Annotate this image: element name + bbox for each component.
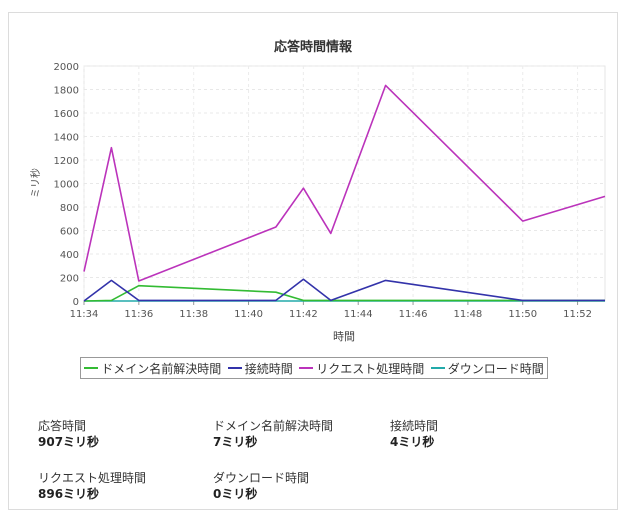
- stat-download-time: ダウンロード時間 0ミリ秒: [213, 470, 309, 502]
- response-time-panel: [8, 12, 618, 510]
- y-tick-label: 400: [60, 250, 79, 261]
- series-line-0: [83, 284, 605, 302]
- legend-label-download: ダウンロード時間: [447, 361, 544, 376]
- x-tick-label: 11:52: [563, 309, 592, 320]
- legend-swatch-connect: [227, 367, 242, 369]
- chart-legend: ドメイン名前解決時間 接続時間 リクエスト処理時間 ダウンロード時間: [80, 357, 548, 379]
- series-line-2: [83, 84, 606, 282]
- chart-title: 応答時間情報: [274, 39, 353, 55]
- y-tick-label: 1600: [54, 109, 79, 120]
- x-tick-label: 11:36: [124, 309, 153, 320]
- stat-label: ドメイン名前解決時間: [213, 419, 334, 433]
- series-lines: [83, 84, 606, 302]
- x-tick-label: 11:48: [453, 309, 482, 320]
- legend-swatch-request: [299, 367, 314, 369]
- y-axis-label: ミリ秒: [29, 168, 42, 198]
- legend-swatch-download: [430, 367, 445, 369]
- x-tick-label: 11:44: [344, 309, 373, 320]
- x-tick-label: 11:46: [399, 309, 428, 320]
- x-tick-label: 11:42: [289, 309, 318, 320]
- y-tick-label: 2000: [54, 62, 79, 73]
- series-line-1: [83, 278, 605, 302]
- stat-label: ダウンロード時間: [213, 471, 310, 485]
- y-tick-label: 1000: [54, 180, 79, 191]
- legend-item-dns[interactable]: ドメイン名前解決時間: [84, 360, 221, 377]
- stat-value: 907ミリ秒: [38, 435, 100, 449]
- stat-connect-time: 接続時間 4ミリ秒: [390, 418, 438, 450]
- x-tick-label: 11:40: [234, 309, 263, 320]
- y-tick-label: 800: [60, 203, 79, 214]
- legend-item-download[interactable]: ダウンロード時間: [430, 360, 544, 377]
- legend-label-request: リクエスト処理時間: [316, 361, 425, 376]
- x-tick-label: 11:50: [508, 309, 537, 320]
- y-tick-label: 600: [60, 227, 79, 238]
- y-tick-label: 0: [73, 297, 79, 308]
- x-tick-label: 11:34: [70, 309, 99, 320]
- y-tick-label: 1800: [54, 86, 79, 97]
- stat-label: 応答時間: [38, 419, 87, 433]
- legend-label-dns: ドメイン名前解決時間: [101, 361, 222, 376]
- stat-dns-time: ドメイン名前解決時間 7ミリ秒: [213, 418, 333, 450]
- y-tick-label: 1400: [54, 133, 79, 144]
- stat-value: 4ミリ秒: [390, 435, 435, 449]
- x-tick-label: 11:38: [179, 309, 208, 320]
- stat-value: 0ミリ秒: [213, 487, 258, 501]
- legend-item-request[interactable]: リクエスト処理時間: [299, 360, 424, 377]
- stat-request-time: リクエスト処理時間 896ミリ秒: [38, 470, 146, 502]
- y-tick-label: 1200: [54, 156, 79, 167]
- stat-value: 7ミリ秒: [213, 435, 258, 449]
- axis-ticks: 0 200 400 600 800 1000 1200 1400 1600 1800 2000 11:…: [54, 62, 605, 320]
- grid: [83, 65, 606, 302]
- stat-label: リクエスト処理時間: [38, 471, 147, 485]
- stat-value: 896ミリ秒: [38, 487, 100, 501]
- legend-swatch-dns: [84, 367, 99, 369]
- y-tick-label: 200: [60, 274, 79, 285]
- legend-label-connect: 接続時間: [244, 361, 293, 376]
- x-axis-label: 時間: [333, 330, 355, 343]
- stat-response-time: 応答時間 907ミリ秒: [38, 418, 99, 450]
- legend-item-connect[interactable]: 接続時間: [227, 360, 293, 377]
- stat-label: 接続時間: [390, 419, 439, 433]
